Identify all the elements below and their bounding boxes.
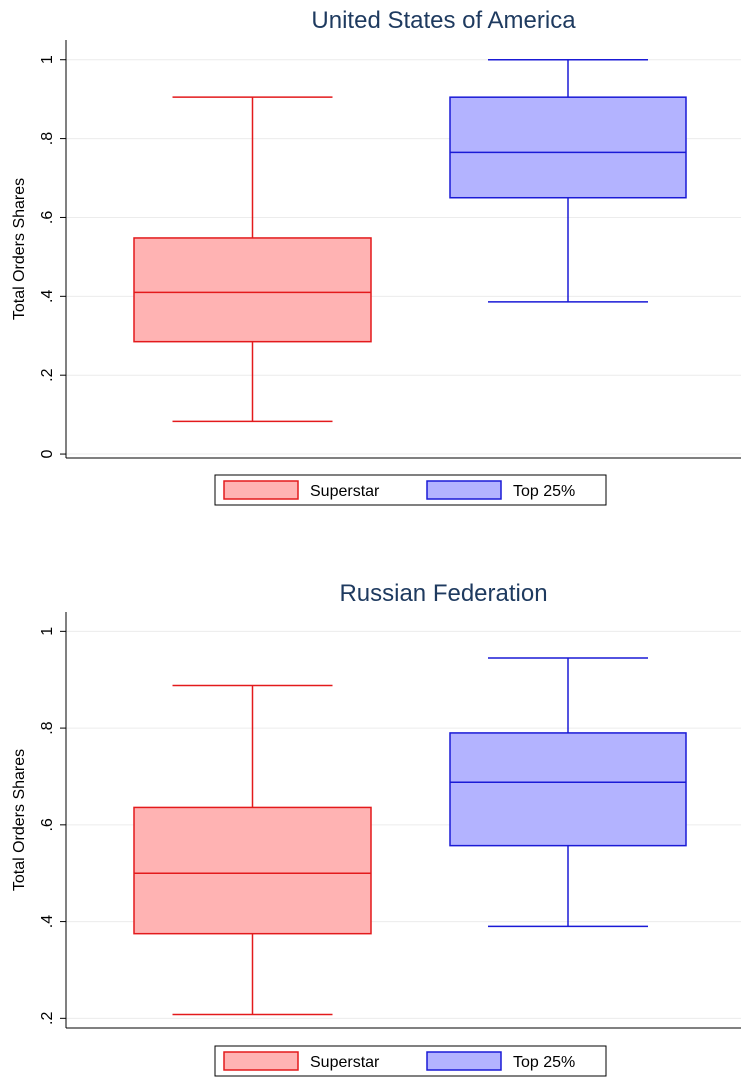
chart-panel-2: Russian Federation .2 .4 .6 .8 1 Total Orders … <box>11 580 741 1077</box>
legend-swatch <box>223 480 299 500</box>
y-tick-label: .4 <box>39 915 56 928</box>
legend-label: Top 25% <box>513 483 575 500</box>
y-axis-label: Total Orders Shares <box>11 749 28 891</box>
iqr-box <box>133 806 372 935</box>
y-tick-label: 1 <box>39 627 56 636</box>
legend-swatch <box>223 1051 299 1071</box>
y-tick-label: .2 <box>39 1012 56 1025</box>
iqr-box <box>449 732 687 847</box>
box-superstar <box>133 96 372 423</box>
box-top-25- <box>449 657 687 928</box>
y-tick-label: 0 <box>39 450 56 459</box>
chart-title: United States of America <box>311 7 576 34</box>
y-axis-label: Total Orders Shares <box>11 178 28 320</box>
iqr-box <box>133 237 372 343</box>
chart-title: Russian Federation <box>339 580 547 607</box>
y-tick-label: .6 <box>39 211 56 224</box>
legend-label: Superstar <box>310 483 380 500</box>
y-tick-label: 1 <box>39 55 56 64</box>
y-tick-label: .8 <box>39 721 56 734</box>
box-superstar <box>133 684 372 1016</box>
chart-panel-1: United States of America 0 .2 .4 .6 .8 1 Total … <box>11 7 741 506</box>
legend-label: Top 25% <box>513 1054 575 1071</box>
legend: Superstar Top 25% <box>214 1045 607 1077</box>
y-tick-label: .6 <box>39 818 56 831</box>
iqr-box <box>449 96 687 199</box>
y-tick-label: .4 <box>39 290 56 303</box>
legend: Superstar Top 25% <box>214 474 607 506</box>
y-tick-label: .8 <box>39 132 56 145</box>
legend-swatch <box>426 480 502 500</box>
legend-label: Superstar <box>310 1054 380 1071</box>
box-top-25- <box>449 58 687 303</box>
legend-swatch <box>426 1051 502 1071</box>
y-tick-label: .2 <box>39 368 56 381</box>
